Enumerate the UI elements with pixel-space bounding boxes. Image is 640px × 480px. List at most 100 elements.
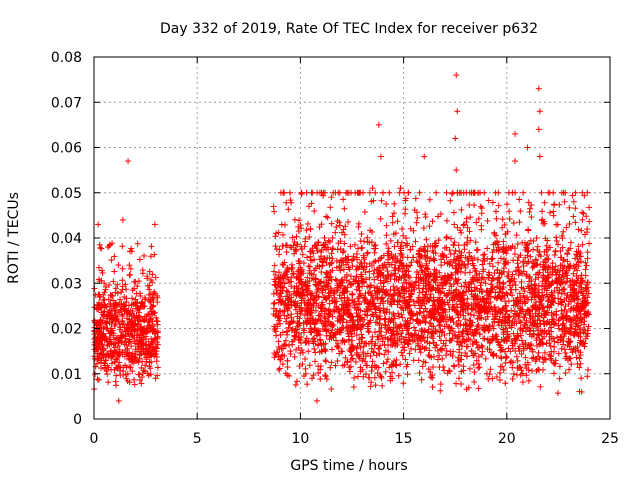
data-point [586, 218, 593, 225]
data-point [377, 215, 384, 222]
data-point [109, 360, 116, 367]
data-point [101, 360, 108, 367]
data-point [555, 300, 562, 307]
data-point [108, 325, 115, 332]
data-point [154, 341, 161, 348]
data-point [489, 255, 496, 262]
data-point [147, 290, 154, 297]
data-point [484, 245, 491, 252]
data-point [454, 310, 461, 317]
data-point [514, 260, 521, 267]
data-point [153, 358, 160, 365]
data-point [489, 263, 496, 270]
data-point [123, 315, 130, 322]
data-point [118, 338, 125, 345]
data-point [132, 340, 139, 347]
data-point [104, 315, 111, 322]
data-point [142, 362, 149, 369]
data-point [561, 198, 568, 205]
data-point [535, 85, 542, 92]
data-point [313, 397, 320, 404]
data-point [512, 130, 519, 137]
data-point [288, 261, 295, 268]
data-point [525, 307, 532, 314]
data-point [417, 349, 424, 356]
data-point [291, 238, 298, 245]
data-point [505, 189, 512, 196]
data-point [110, 332, 117, 339]
data-point [364, 249, 371, 256]
data-point [551, 251, 558, 258]
data-point [101, 308, 108, 315]
data-point [311, 335, 318, 342]
data-point [135, 359, 142, 366]
data-point [277, 320, 284, 327]
data-point [556, 201, 563, 208]
data-point [397, 304, 404, 311]
data-point [341, 205, 348, 212]
data-point [564, 250, 571, 257]
data-point [373, 352, 380, 359]
data-point [115, 397, 122, 404]
data-point [572, 205, 579, 212]
data-point [112, 340, 119, 347]
data-point [270, 203, 277, 210]
data-point [541, 199, 548, 206]
data-point [463, 343, 470, 350]
data-point [323, 358, 330, 365]
data-point [371, 342, 378, 349]
data-point [387, 237, 394, 244]
data-point [584, 249, 591, 256]
data-point [499, 224, 506, 231]
data-point [128, 245, 135, 252]
data-point [150, 350, 157, 357]
data-point [405, 189, 412, 196]
data-point [582, 266, 589, 273]
data-point [337, 267, 344, 274]
data-point [391, 200, 398, 207]
data-point [111, 253, 118, 260]
data-point [421, 153, 428, 160]
data-point [551, 343, 558, 350]
data-point [124, 345, 131, 352]
data-point [477, 282, 484, 289]
data-point [516, 219, 523, 226]
data-point [305, 263, 312, 270]
data-point [471, 379, 478, 386]
data-point [129, 350, 136, 357]
data-point [305, 348, 312, 355]
data-point [115, 309, 122, 316]
data-point [569, 192, 576, 199]
data-point [429, 374, 436, 381]
data-point [306, 203, 313, 210]
data-point [436, 322, 443, 329]
data-point [114, 355, 121, 362]
data-point [448, 190, 455, 197]
data-point [351, 241, 358, 248]
data-point [106, 241, 113, 248]
data-point [127, 310, 134, 317]
data-point [112, 382, 119, 389]
data-point [282, 337, 289, 344]
data-point [452, 307, 459, 314]
data-point [566, 204, 573, 211]
data-point [105, 308, 112, 315]
data-point [397, 361, 404, 368]
data-point [328, 220, 335, 227]
data-point [482, 355, 489, 362]
data-point [518, 367, 525, 374]
data-point [283, 199, 290, 206]
data-point [119, 277, 126, 284]
data-point [114, 335, 121, 342]
data-point [396, 189, 403, 196]
data-point [98, 277, 105, 284]
data-point [583, 213, 590, 220]
data-point [119, 318, 126, 325]
data-point [293, 378, 300, 385]
data-point [334, 246, 341, 253]
data-point [328, 386, 335, 393]
data-point [108, 353, 115, 360]
data-point [471, 312, 478, 319]
data-point [147, 253, 154, 260]
data-point [581, 318, 588, 325]
